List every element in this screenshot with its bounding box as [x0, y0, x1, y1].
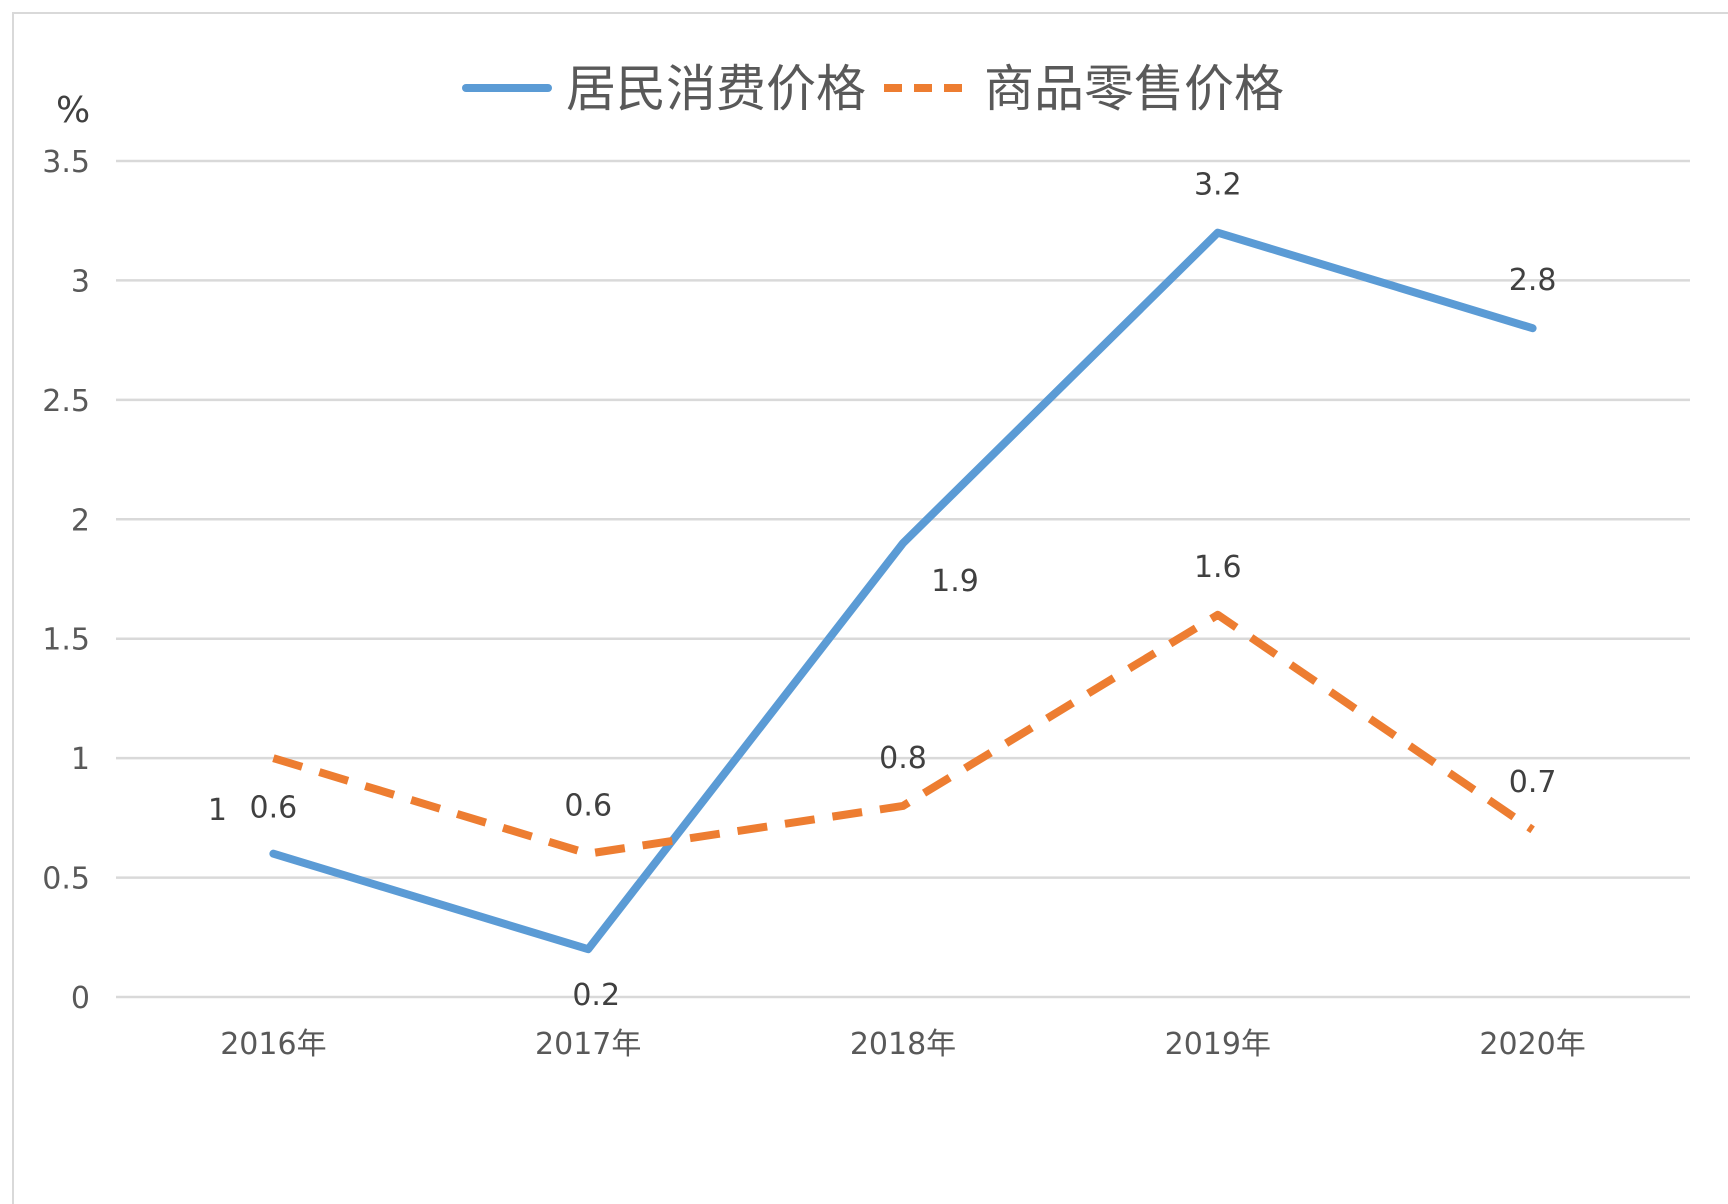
x-axis-ticks: 2016年 2017年 2018年 2019年 2020年: [220, 1027, 1586, 1062]
x-tick-label: 2017年: [535, 1027, 641, 1062]
y-tick-label: 3.5: [42, 145, 90, 180]
x-tick-label: 2019年: [1165, 1027, 1271, 1062]
legend: 居民消费价格 商品零售价格: [462, 60, 1284, 118]
data-label: 1.6: [1194, 550, 1242, 585]
legend-label-consumer-price: 居民消费价格: [566, 60, 866, 118]
y-tick-label: 1: [71, 742, 90, 777]
data-labels: 0.6 0.2 1.9 3.2 2.8 1 0.6 0.8 1.6 0.7: [208, 168, 1557, 1014]
x-tick-label: 2016年: [220, 1027, 326, 1062]
data-label: 1.9: [931, 564, 979, 599]
legend-label-retail-price: 商品零售价格: [984, 60, 1284, 118]
series-line-0: [269, 228, 1537, 954]
x-tick-label: 2018年: [850, 1027, 956, 1062]
y-tick-label: 0: [71, 981, 90, 1016]
gridlines: [116, 159, 1690, 999]
data-label: 0.6: [564, 789, 612, 824]
series-lines: [269, 228, 1537, 954]
y-axis-ticks: 0 0.5 1 1.5 2 2.5 3 3.5: [42, 145, 90, 1016]
data-label: 0.8: [879, 741, 927, 776]
y-tick-label: 3: [71, 264, 90, 299]
data-label: 0.2: [572, 978, 620, 1013]
data-label: 0.6: [250, 791, 298, 826]
y-tick-label: 1.5: [42, 623, 90, 658]
data-label: 2.8: [1509, 263, 1557, 298]
x-tick-label: 2020年: [1479, 1027, 1585, 1062]
data-label: 1: [208, 793, 227, 828]
chart-frame: [12, 12, 1728, 1204]
series-line-1: [272, 610, 1535, 858]
y-tick-label: 0.5: [42, 862, 90, 897]
data-label: 0.7: [1509, 765, 1557, 800]
y-unit-label: %: [56, 90, 90, 131]
data-label: 3.2: [1194, 168, 1242, 203]
y-tick-label: 2: [71, 503, 90, 538]
y-tick-label: 2.5: [42, 384, 90, 419]
